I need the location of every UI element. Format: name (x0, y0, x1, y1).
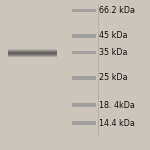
Text: 45 kDa: 45 kDa (99, 32, 128, 40)
Bar (72, 51, 96, 54)
Bar (72, 76, 96, 80)
Bar (72, 9, 96, 12)
Bar (72, 121, 96, 125)
Text: 35 kDa: 35 kDa (99, 48, 128, 57)
Text: 18. 4kDa: 18. 4kDa (99, 100, 135, 109)
Text: 14.4 kDa: 14.4 kDa (99, 118, 135, 127)
Text: 25 kDa: 25 kDa (99, 74, 128, 82)
Text: 66.2 kDa: 66.2 kDa (99, 6, 135, 15)
Bar (72, 34, 96, 38)
Bar (72, 103, 96, 107)
